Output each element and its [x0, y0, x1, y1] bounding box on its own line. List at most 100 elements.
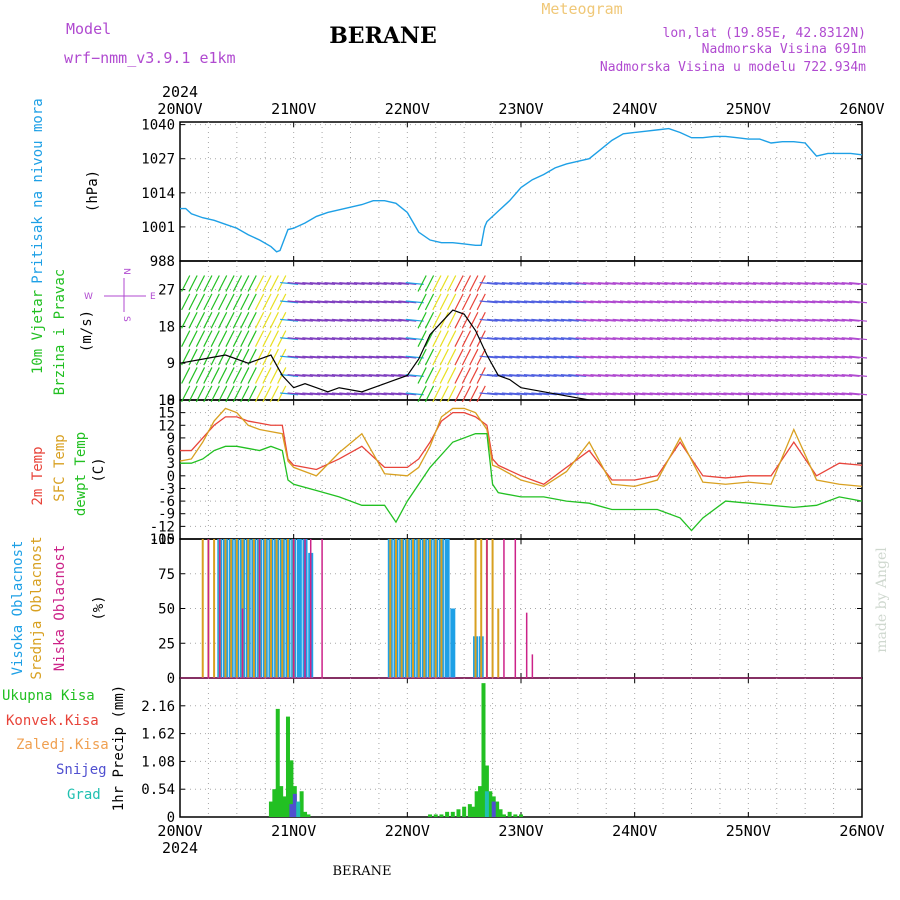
wind-barb [812, 300, 831, 304]
wind-barb [254, 348, 265, 366]
wind-barb [324, 373, 343, 377]
wind-barb [775, 318, 794, 322]
precip-total-bar [498, 809, 503, 817]
cloud-mid-bar [389, 539, 392, 678]
wind-barb [346, 392, 365, 396]
wind-barb [390, 281, 409, 285]
temp-ylabel-dewpt: dewpt Temp [73, 432, 89, 516]
wind-barb [819, 337, 838, 341]
temp-2m-line [180, 411, 863, 485]
wind-barb [287, 318, 306, 322]
cloud-high-bar [296, 539, 302, 678]
wind-barb [701, 373, 720, 377]
y-tick-label: 50 [158, 602, 175, 618]
y-tick-label: 15 [158, 406, 175, 422]
wind-barb [849, 281, 868, 285]
wind-barb [523, 355, 542, 359]
wind-barb [642, 337, 661, 341]
wind-barb [849, 300, 868, 304]
wind-barb [469, 293, 479, 311]
wind-barb [247, 293, 257, 311]
wind-barb [656, 355, 675, 359]
wind-barb [656, 373, 675, 377]
wind-barb [804, 373, 823, 377]
wind-barb [361, 281, 380, 285]
wind-barb [619, 373, 638, 377]
wind-barb [210, 293, 220, 311]
wind-barb [501, 392, 520, 396]
wind-barb [819, 281, 838, 285]
wind-barb [486, 318, 506, 322]
wind-barb [287, 355, 306, 359]
wind-barb [181, 311, 191, 329]
wind-barb [501, 355, 520, 359]
wind-barb [701, 300, 720, 304]
wind-barb [812, 355, 831, 359]
wind-barb [679, 318, 698, 322]
wind-barb [819, 318, 838, 322]
wind-barb [627, 392, 646, 396]
wind-barb [716, 355, 735, 359]
wind-barb [782, 300, 801, 304]
wind-barb [447, 367, 457, 384]
wind-barb [834, 392, 853, 396]
wind-barb [376, 337, 395, 341]
y-tick-label: 18 [158, 393, 175, 409]
wind-barb [575, 281, 594, 285]
wind-barb [469, 385, 479, 403]
wind-barb [218, 275, 228, 292]
cloud-mid-bar [264, 539, 267, 678]
precip-total-bar [439, 814, 444, 817]
wind-barb [531, 373, 550, 377]
wind-barb [693, 337, 712, 341]
precip-total-bar [303, 811, 308, 817]
wind-barb [789, 355, 808, 359]
wind-barb [708, 355, 727, 359]
wind-barb [346, 300, 365, 304]
cloud-low-bar [241, 608, 244, 678]
wind-barb [767, 318, 786, 322]
x-tick-label-bottom: 22NOV [385, 822, 430, 840]
wind-barb [195, 385, 206, 403]
wind-barb [627, 281, 646, 285]
precip-total-bar [456, 809, 461, 817]
wind-barb [760, 337, 779, 341]
wind-barb [671, 392, 690, 396]
wind-barb [590, 318, 609, 322]
wind-barb [693, 300, 712, 304]
cloud-mid-bar [434, 539, 437, 678]
cloud-mid-bar [429, 539, 432, 678]
wind-barb [775, 337, 794, 341]
wind-barb [738, 318, 757, 322]
wind-barb [745, 300, 764, 304]
pressure-ylabel-unit: (hPa) [85, 170, 101, 212]
wind-barb [277, 275, 287, 292]
wind-barb [819, 355, 838, 359]
wind-barb [277, 348, 287, 366]
wind-barb [752, 373, 771, 377]
wind-barb [716, 318, 735, 322]
wind-barb [745, 281, 764, 285]
wind-barb [612, 281, 631, 285]
wind-barb [476, 275, 486, 292]
y-tick-label: -15 [150, 532, 175, 548]
wind-barb [218, 385, 228, 403]
cloud-mid-bar [406, 539, 409, 678]
cloud-mid-bar [235, 539, 238, 678]
wind-barb [516, 318, 535, 322]
wind-barb [738, 392, 757, 396]
wind-barb [240, 275, 250, 292]
precip-snow-bar [289, 804, 294, 817]
wind-barb [398, 337, 417, 341]
wind-barb [461, 330, 472, 347]
cloud-low-bar [503, 539, 505, 678]
cloud-mid-bar [201, 539, 204, 678]
wind-barb [538, 373, 557, 377]
wind-barb [575, 392, 594, 396]
wind-barb [353, 300, 373, 304]
wind-barb [447, 293, 457, 311]
y-tick-label: 25 [158, 636, 175, 652]
wind-barb [605, 373, 624, 377]
wind-barb [494, 281, 513, 285]
wind-barb [181, 275, 191, 292]
